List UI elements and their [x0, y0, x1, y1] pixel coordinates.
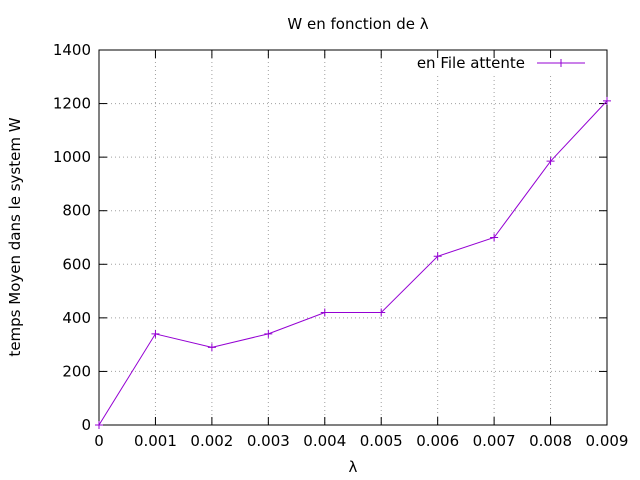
x-tick-label: 0.004	[303, 432, 346, 450]
y-tick-label: 0	[81, 416, 91, 434]
legend-label: en File attente	[417, 54, 525, 72]
data-point	[207, 343, 216, 352]
chart-title: W en fonction de λ	[287, 15, 428, 33]
data-point	[95, 421, 103, 429]
plot-frame	[98, 49, 608, 426]
y-tick-label: 800	[62, 202, 91, 220]
data-point	[264, 329, 273, 338]
data-point	[546, 157, 555, 166]
x-tick-label: 0	[94, 432, 104, 450]
data-point	[433, 252, 442, 261]
y-tick-label: 1400	[53, 41, 91, 59]
y-tick-label: 200	[62, 362, 91, 380]
legend-marker	[557, 59, 565, 67]
y-tick-label: 400	[62, 309, 91, 327]
x-tick-label: 0.008	[529, 432, 572, 450]
data-point	[490, 233, 499, 242]
x-tick-label: 0.005	[360, 432, 403, 450]
data-point	[320, 308, 329, 317]
x-tick-label: 0.003	[247, 432, 290, 450]
x-tick-label: 0.009	[586, 432, 629, 450]
data-point	[151, 329, 160, 338]
x-axis-label: λ	[349, 458, 358, 476]
y-tick-label: 600	[62, 255, 91, 273]
y-tick-label: 1200	[53, 95, 91, 113]
x-tick-label: 0.007	[473, 432, 516, 450]
data-point	[603, 96, 611, 105]
data-point	[377, 308, 386, 317]
y-tick-label: 1000	[53, 148, 91, 166]
series-line	[98, 100, 608, 426]
legend: en File attente	[417, 54, 585, 72]
y-axis-label: temps Moyen dans le system W	[6, 117, 24, 356]
grid	[99, 50, 607, 425]
x-tick-label: 0.002	[190, 432, 233, 450]
y-axis: 0 200 400 600 800 1000 1200 1400	[53, 41, 607, 434]
x-tick-label: 0.006	[416, 432, 459, 450]
plot-border	[98, 49, 608, 426]
series-layer	[95, 96, 611, 429]
x-axis: 0 0.001 0.002 0.003 0.004 0.005 0.006 0.007 0.00…	[94, 50, 628, 450]
x-tick-label: 0.001	[134, 432, 177, 450]
